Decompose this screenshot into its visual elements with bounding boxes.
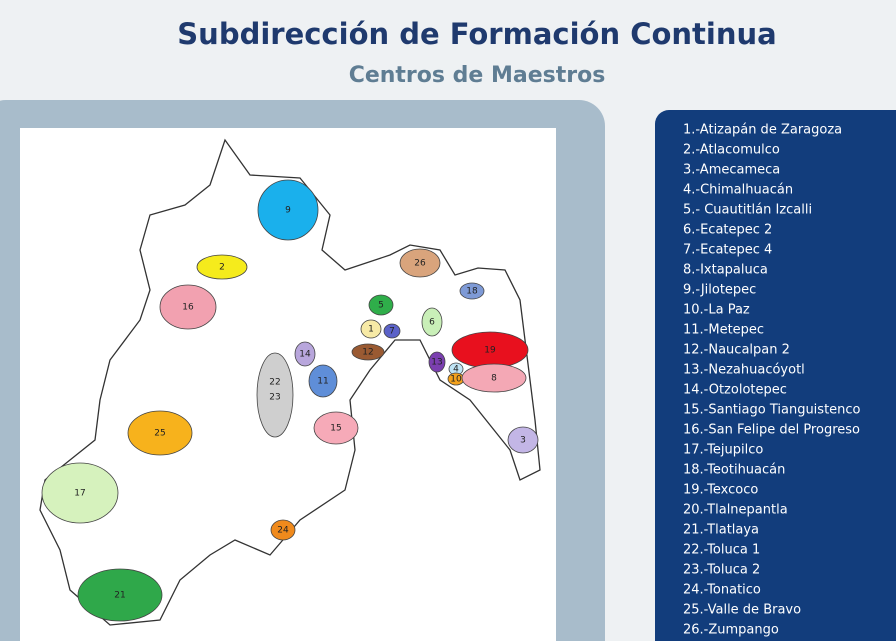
- legend-item: 24.-Tonatico: [683, 583, 761, 598]
- region: [360, 319, 382, 339]
- legend-panel: [655, 110, 896, 641]
- region-label: 26: [414, 259, 426, 269]
- region-label: 5: [378, 301, 384, 311]
- region-label: 4: [453, 365, 459, 375]
- region: [399, 248, 441, 278]
- legend-item: 12.-Naucalpan 2: [683, 343, 790, 358]
- legend-item: 3.-Amecameca: [683, 163, 780, 178]
- region-label: 23: [269, 393, 280, 403]
- legend-item: 23.-Toluca 2: [683, 563, 760, 578]
- region: [368, 294, 394, 316]
- legend-item: 14.-Otzolotepec: [683, 383, 787, 398]
- region: [308, 364, 338, 398]
- region-label: 21: [114, 591, 125, 601]
- region: [459, 282, 485, 300]
- region: [313, 411, 359, 445]
- region-label: 14: [299, 350, 311, 360]
- region-label: 3: [520, 436, 526, 446]
- region-label: 12: [362, 348, 373, 358]
- region-label: 16: [182, 303, 194, 313]
- region-label: 19: [484, 346, 496, 356]
- legend-item: 6.-Ecatepec 2: [683, 223, 772, 238]
- legend-item: 17.-Tejupilco: [683, 443, 763, 458]
- region-label: 8: [491, 374, 497, 384]
- legend-item: 15.-Santiago Tianguistenco: [683, 403, 861, 418]
- region: [77, 568, 163, 622]
- region: [294, 341, 316, 367]
- legend-item: 18.-Teotihuacán: [683, 463, 785, 478]
- region: [270, 519, 296, 541]
- region: [256, 352, 294, 438]
- legend-item: 2.-Atlacomulco: [683, 143, 780, 158]
- subtitle: Centros de Maestros: [349, 63, 606, 88]
- legend-item: 9.-Jilotepec: [683, 283, 756, 298]
- region: [41, 462, 119, 524]
- legend-item: 26.-Zumpango: [683, 623, 779, 638]
- region-label: 15: [330, 424, 341, 434]
- legend-item: 10.-La Paz: [683, 303, 750, 318]
- legend-item: 8.-Ixtapaluca: [683, 263, 768, 278]
- region-label: 2: [219, 263, 225, 273]
- region-label: 22: [269, 378, 280, 388]
- region: [127, 410, 193, 456]
- region: [159, 284, 217, 330]
- region-label: 18: [466, 287, 478, 297]
- legend-item: 5.- Cuautitlán Izcalli: [683, 203, 812, 218]
- region: [428, 351, 446, 373]
- region-label: 11: [317, 377, 328, 387]
- legend-item: 4.-Chimalhuacán: [683, 183, 793, 198]
- region-label: 13: [431, 358, 442, 368]
- region-label: 1: [368, 325, 374, 335]
- legend-item: 7.-Ecatepec 4: [683, 243, 772, 258]
- region: [421, 307, 443, 337]
- region: [196, 254, 248, 280]
- region: [507, 426, 539, 454]
- region-label: 10: [450, 375, 462, 385]
- region: [461, 363, 527, 393]
- legend-item: 21.-Tlatlaya: [683, 523, 759, 538]
- legend-item: 20.-Tlalnepantla: [683, 503, 788, 518]
- title: Subdirección de Formación Continua: [177, 17, 776, 51]
- region-label: 25: [154, 429, 165, 439]
- region-label: 24: [277, 526, 289, 536]
- region-label: 7: [389, 327, 395, 337]
- legend-item: 25.-Valle de Bravo: [683, 603, 801, 618]
- region-label: 9: [285, 206, 291, 216]
- region: [383, 323, 401, 339]
- legend-item: 19.-Texcoco: [683, 483, 758, 498]
- legend-item: 22.-Toluca 1: [683, 543, 760, 558]
- legend-item: 16.-San Felipe del Progreso: [683, 423, 860, 438]
- region: [351, 343, 385, 361]
- region: [257, 179, 319, 241]
- legend-item: 13.-Nezahuacóyotl: [683, 363, 805, 378]
- legend-item: 11.-Metepec: [683, 323, 764, 338]
- legend-item: 1.-Atizapán de Zaragoza: [683, 123, 842, 138]
- region-label: 6: [429, 318, 435, 328]
- region-label: 17: [74, 489, 85, 499]
